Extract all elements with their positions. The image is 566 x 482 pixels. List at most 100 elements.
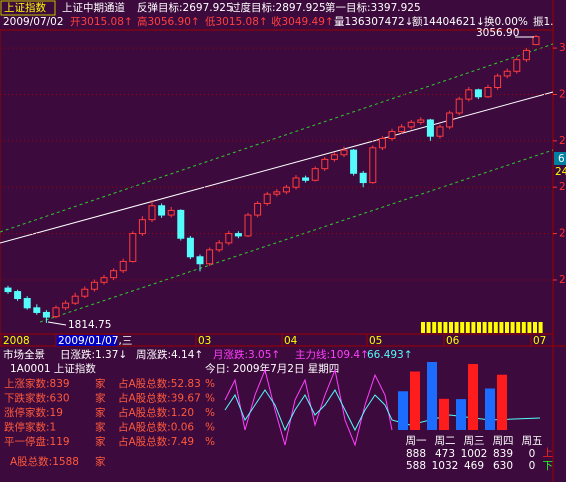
signal-block (521, 322, 526, 333)
quote-low: 低3015.08↑ (205, 15, 268, 28)
candle-body (23, 298, 31, 309)
weekday: 周一 (406, 435, 427, 447)
week-change: 周涨跌:4.14↑ (136, 348, 203, 361)
quote-high: 高3056.90↑ (137, 15, 200, 28)
weekday: 周五 (522, 435, 543, 447)
candle-body (330, 154, 338, 160)
candle-body (455, 98, 463, 114)
candle-body (302, 177, 310, 181)
legend-up: 上 (543, 447, 554, 459)
y-tick-label: 2 (559, 135, 566, 147)
signal-block (533, 322, 537, 333)
candle-body (225, 233, 233, 244)
x-label: 03 (198, 335, 211, 347)
weekly-bar (410, 371, 420, 430)
target: 过度目标:2897.925 (230, 1, 326, 14)
candle-body (321, 158, 329, 170)
market-row: 上涨家数:839 (4, 377, 70, 390)
signal-block (426, 322, 431, 333)
candle-body (177, 209, 185, 239)
weekday: 周二 (435, 435, 456, 447)
signal-block (516, 322, 521, 333)
market-row: 家 (95, 421, 106, 434)
signal-block (454, 322, 459, 333)
x-label: 2008 (3, 335, 30, 347)
weekly-bar (427, 362, 437, 430)
candle-body (148, 205, 156, 221)
signal-block (471, 322, 476, 333)
y-tick-label: 3 (559, 42, 566, 54)
code: 1A0001 上证指数 (10, 362, 96, 375)
candle-body (196, 256, 204, 265)
x-label: 05 (369, 335, 382, 347)
market-row: 占A股总数:52.83 (118, 377, 201, 390)
candle-body (215, 242, 223, 251)
channel-lower (39, 149, 554, 323)
signal-block (510, 322, 515, 333)
cursor-date-box (56, 335, 117, 346)
candle-body (513, 59, 521, 72)
candle-body (206, 249, 214, 265)
price-marker-box (554, 152, 566, 165)
quote-close: 收3049.49↑ (271, 15, 334, 28)
candle-body (522, 49, 530, 61)
index-name: 上证指数 (4, 1, 46, 14)
candle-body (350, 149, 358, 174)
study-name: 上证中期通道 (62, 1, 125, 14)
candle-body (388, 131, 396, 140)
candle-body (129, 233, 137, 262)
signal-block (465, 322, 470, 333)
weekly-value: 1032 (432, 460, 459, 472)
candle-body (62, 302, 70, 309)
candle-body (71, 295, 79, 304)
weekday: 周四 (493, 435, 514, 447)
annotation-leader (47, 321, 67, 326)
candle-body (273, 191, 281, 195)
market-row: 家 (95, 435, 106, 448)
quote-open: 开3015.08↑ (70, 16, 133, 28)
candle-body (282, 186, 290, 193)
candle-body (426, 119, 434, 137)
candle-body (311, 168, 319, 181)
annotation: 1814.75 (68, 319, 111, 331)
weekly-value: 0 (529, 448, 536, 460)
candle-body (503, 70, 511, 77)
weekly-bar (398, 391, 408, 430)
signal-block (505, 322, 509, 333)
candle-body (474, 89, 482, 98)
market-row: 家 (95, 377, 106, 390)
quote-date: 2009/07/02 (3, 16, 64, 28)
price-marker: 24 (555, 166, 566, 178)
x-label: 04 (284, 335, 298, 347)
market-row: 下跌家数:630 (4, 392, 70, 405)
other-line: 66.493↑ (367, 349, 413, 361)
candle-body (369, 147, 377, 184)
x-label: 07 (533, 335, 546, 347)
y-tick-label: 2 (559, 228, 566, 240)
weekly-value: 473 (435, 448, 455, 460)
y-tick-label: 2 (559, 181, 566, 193)
signal-block (443, 322, 448, 333)
legend-down: 下 (543, 460, 554, 472)
target: 第一目标:3397.925 (325, 1, 421, 14)
weekly-bar (439, 398, 449, 430)
signal-block (482, 322, 487, 333)
weekly-bar (497, 374, 507, 430)
day-change: 日涨跌:1.37↓ (60, 348, 127, 361)
candle-body (234, 233, 242, 237)
candle-body (158, 205, 166, 216)
candle-body (4, 287, 12, 293)
weekly-value: 0 (529, 460, 536, 472)
candle-body (446, 112, 454, 128)
main-line: 主力线:109.4↑ (295, 348, 369, 361)
candle-body (81, 288, 89, 297)
candle-body (417, 119, 425, 123)
signal-block (488, 322, 493, 333)
candle-body (138, 219, 146, 235)
weekday: 周三 (464, 435, 485, 447)
market-row: 占A股总数:39.67 (118, 392, 201, 405)
signal-block (421, 322, 425, 333)
channel-mid (0, 91, 554, 244)
candle-body (14, 291, 22, 300)
